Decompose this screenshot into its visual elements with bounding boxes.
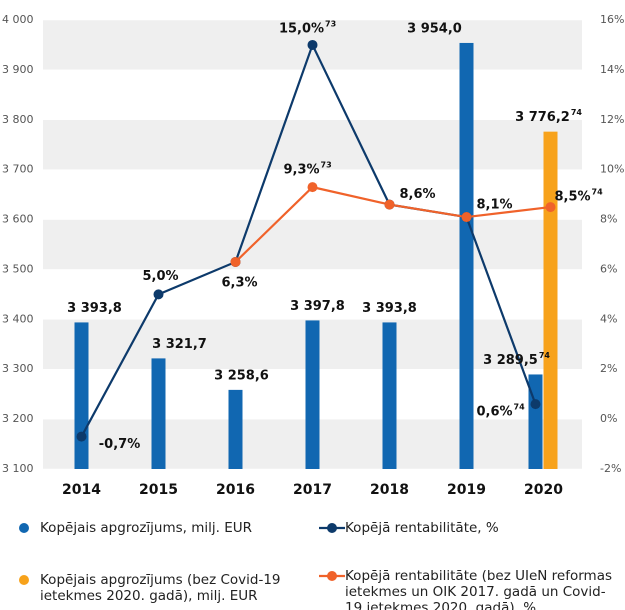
x-tick-label: 2018 [370, 482, 409, 498]
y2-tick-label: 8% [600, 213, 617, 226]
line-marker [76, 431, 87, 442]
y2-tick-label: 14% [600, 63, 624, 76]
data-label: 3 393,8 [362, 301, 417, 316]
bar [382, 322, 397, 469]
footnote-mark: 74 [592, 188, 604, 197]
legend-label: Kopējais apgrozījums, milj. EUR [40, 520, 253, 536]
x-tick-label: 2017 [293, 482, 332, 498]
legend-label: Kopējais apgrozījums (bez Covid-19 ietek… [40, 572, 281, 604]
y-tick-label: 3 700 [2, 163, 34, 176]
legend-label: Kopējā rentabilitāte (bez UIeN reformas … [345, 568, 613, 610]
legend-label: Kopējā rentabilitāte, % [345, 520, 499, 536]
legend-swatch [19, 575, 29, 585]
line-marker [153, 289, 164, 300]
y-tick-label: 3 600 [2, 213, 34, 226]
legend-icon [19, 575, 29, 585]
grid-band [43, 119, 582, 170]
y-tick-label: 3 500 [2, 262, 34, 275]
y2-tick-label: 2% [600, 362, 617, 375]
data-label: 3 397,8 [290, 299, 345, 314]
line-marker [307, 182, 318, 193]
data-label: 9,3% [283, 163, 319, 178]
y2-tick-label: -2% [600, 462, 621, 475]
y2-tick-label: 16% [600, 13, 624, 26]
data-label: 8,1% [476, 198, 512, 213]
y2-tick-label: 10% [600, 163, 624, 176]
bar [74, 322, 89, 469]
footnote-mark: 73 [325, 19, 336, 28]
legend-swatch [19, 523, 29, 533]
bar [543, 131, 558, 469]
x-tick-label: 2014 [62, 482, 101, 498]
data-label: 8,5% [554, 190, 590, 205]
data-label: 3 776,2 [515, 110, 570, 125]
footnote-mark: 74 [539, 351, 551, 360]
y-tick-label: 3 400 [2, 312, 34, 325]
data-label: -0,7% [99, 437, 140, 452]
footnote-mark: 74 [514, 403, 526, 412]
y-tick-label: 3 200 [2, 412, 34, 425]
data-label: 3 393,8 [67, 301, 122, 316]
legend-icon [319, 571, 345, 581]
y-tick-label: 4 000 [2, 13, 34, 26]
x-tick-label: 2015 [139, 482, 178, 498]
chart: 3 100 3 200 3 300 3 400 3 500 3 600 3 700 3 800… [2, 13, 624, 498]
y2-tick-label: 6% [600, 262, 617, 275]
data-label: 3 289,5 [483, 353, 538, 368]
data-label: 15,0% [279, 21, 324, 36]
line-marker [384, 199, 395, 210]
y2-tick-label: 4% [600, 312, 617, 325]
legend-swatch [327, 571, 337, 581]
footnote-mark: 73 [321, 161, 332, 170]
data-label: 3 321,7 [152, 337, 207, 352]
x-tick-label: 2016 [216, 482, 255, 498]
line-marker [545, 202, 556, 213]
line-marker [461, 212, 472, 223]
line-marker [530, 399, 541, 410]
x-tick-label: 2019 [447, 482, 486, 498]
data-label: 3 258,6 [214, 368, 269, 383]
y-tick-label: 3 100 [2, 462, 34, 475]
y-tick-label: 3 800 [2, 113, 34, 126]
legend-icon [19, 523, 29, 533]
legend-icon [319, 523, 345, 533]
data-label: 5,0% [142, 269, 178, 284]
data-label: 8,6% [399, 187, 435, 202]
bar [459, 42, 474, 470]
y2-tick-label: 12% [600, 113, 624, 126]
data-label: 0,6% [476, 405, 512, 420]
y-tick-label: 3 900 [2, 63, 34, 76]
bar [151, 358, 166, 469]
bar [528, 374, 543, 469]
line-marker [307, 39, 318, 50]
legend-swatch [327, 523, 337, 533]
footnote-mark: 74 [571, 108, 583, 117]
y2-tick-label: 0% [600, 412, 617, 425]
data-label: 3 954,0 [407, 21, 462, 36]
y-tick-label: 3 300 [2, 362, 34, 375]
x-tick-label: 2020 [524, 482, 563, 498]
bar [305, 320, 320, 469]
bar [228, 389, 243, 469]
grid-band [43, 219, 582, 270]
data-label: 6,3% [221, 275, 257, 290]
line-marker [230, 256, 241, 267]
